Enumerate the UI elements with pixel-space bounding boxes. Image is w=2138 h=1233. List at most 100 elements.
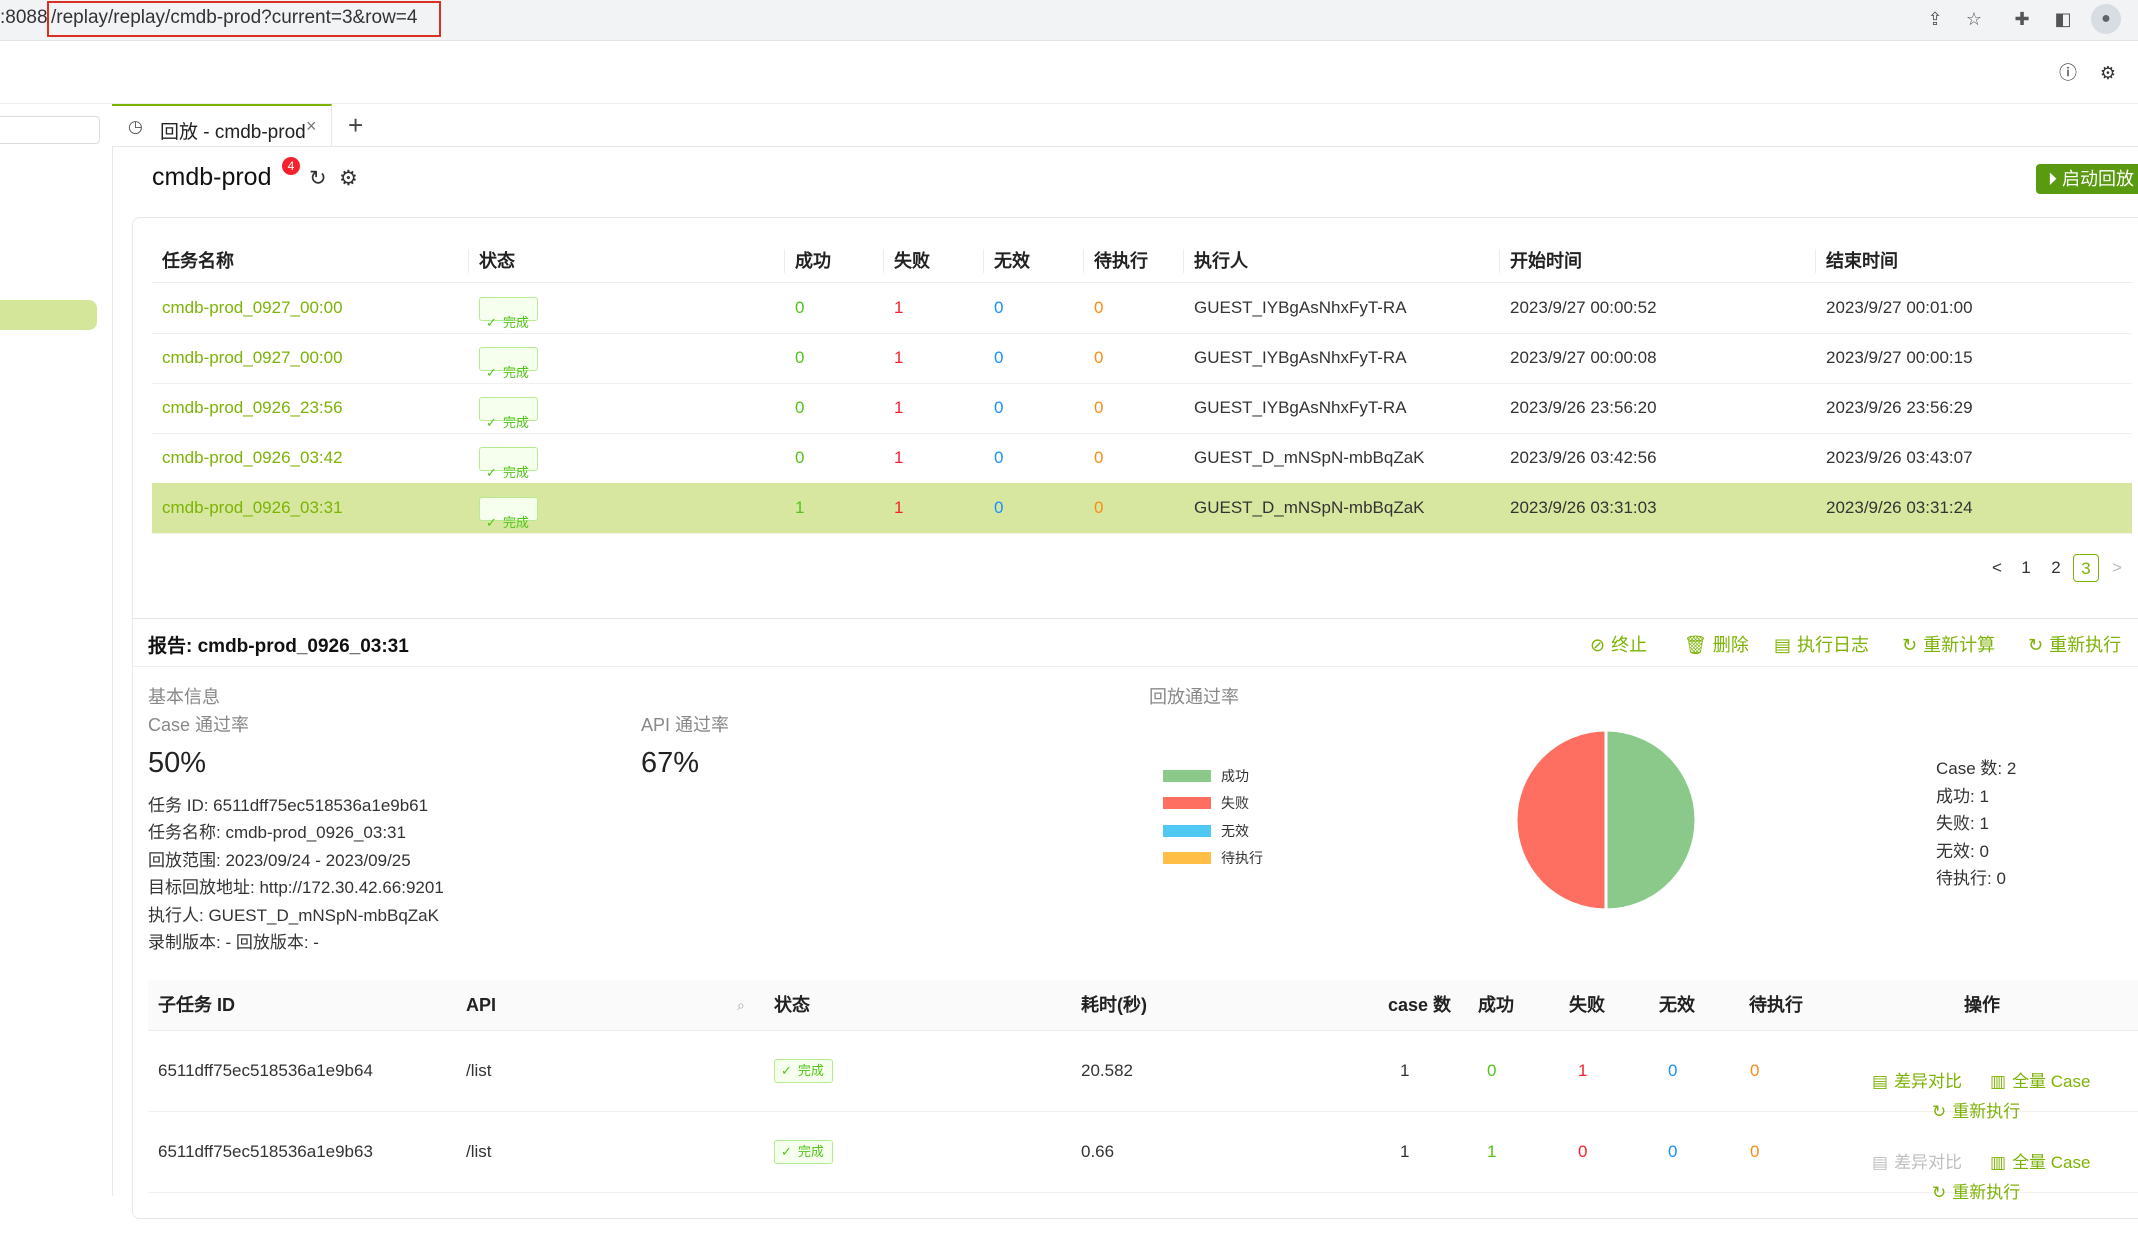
settings-gear-icon[interactable]: ⚙ (2099, 63, 2117, 83)
all-case-button[interactable]: ▥ 全量 Case (1990, 1153, 2091, 1172)
fail-count: 1 (894, 498, 904, 517)
subtask-id: 6511dff75ec518536a1e9b64 (158, 1061, 373, 1080)
pending-count: 0 (1094, 498, 1104, 517)
refresh-icon: ↻ (1932, 1102, 1947, 1121)
rerun-button[interactable]: ↻ 重新执行 (2028, 635, 2122, 655)
sidebar-search-input[interactable] (0, 116, 100, 144)
invalid-count: 0 (994, 348, 1004, 367)
pagination-prev[interactable]: < (1992, 558, 2002, 577)
status-badge: ✓ 完成 (479, 347, 538, 380)
check-circle-icon: ✓ (781, 1063, 792, 1078)
task-row[interactable]: cmdb-prod_0927_00:00 ✓ 完成 0 1 0 0 GUEST_I… (152, 283, 2132, 334)
status-badge: ✓ 完成 (479, 297, 538, 330)
pagination-page-3-current[interactable]: 3 (2073, 554, 2099, 582)
success-count: 0 (795, 348, 805, 367)
col-executor: 执行人 (1194, 251, 1248, 271)
start-replay-button[interactable]: ⏵ 启动回放 (2036, 164, 2138, 194)
report-title: 报告: cmdb-prod_0926_03:31 (148, 636, 409, 657)
start-time: 2023/9/27 00:00:08 (1510, 348, 1657, 367)
col-subtask-id: 子任务 ID (158, 995, 236, 1015)
col-status: 状态 (774, 995, 810, 1015)
sidebar-item-active[interactable] (0, 300, 97, 330)
executor: GUEST_IYBgAsNhxFyT-RA (1194, 348, 1407, 367)
divider (132, 618, 2138, 619)
pie-slice-失败 (1514, 728, 1608, 912)
tab-bar: ◷ 回放 - cmdb-prod × + (112, 104, 2138, 147)
browser-toolbar: :8088 /replay/replay/cmdb-prod?current=3… (0, 0, 2138, 41)
task-name-link[interactable]: cmdb-prod_0926_03:31 (162, 498, 343, 517)
task-row[interactable]: cmdb-prod_0927_00:00 ✓ 完成 0 1 0 0 GUEST_I… (152, 333, 2132, 384)
invalid-count: 0 (994, 298, 1004, 317)
close-icon[interactable]: × (306, 116, 317, 136)
task-row-selected[interactable]: cmdb-prod_0926_03:31 ✓ 完成 1 1 0 0 GUEST_D… (152, 483, 2132, 534)
col-end-time: 结束时间 (1826, 251, 1898, 271)
stop-icon: ⊘ (1590, 635, 1606, 655)
task-name-link[interactable]: cmdb-prod_0927_00:00 (162, 348, 343, 367)
bookmark-star-icon[interactable]: ☆ (1965, 9, 1983, 29)
refresh-icon: ↻ (2028, 635, 2044, 655)
legend-fail: 失败 (1163, 793, 1249, 813)
url-path[interactable]: /replay/replay/cmdb-prod?current=3&row=4 (51, 7, 418, 28)
pass-rate-pie-chart (1514, 728, 1698, 912)
extensions-icon[interactable]: ✚ (2014, 9, 2030, 29)
col-invalid: 无效 (1659, 995, 1695, 1015)
pending-count: 0 (1094, 398, 1104, 417)
log-icon: ▤ (1774, 635, 1792, 655)
diff-compare-button[interactable]: ▤ 差异对比 (1872, 1072, 1963, 1091)
subtask-api: /list (466, 1061, 492, 1080)
subtask-rerun-button[interactable]: ↻ 重新执行 (1932, 1183, 2021, 1202)
page-title: cmdb-prod (152, 163, 272, 191)
legend-swatch (1163, 825, 1211, 837)
task-name-link[interactable]: cmdb-prod_0926_03:42 (162, 448, 343, 467)
refresh-icon: ↻ (1932, 1183, 1947, 1202)
subtask-duration: 20.582 (1081, 1061, 1133, 1080)
executor: GUEST_IYBgAsNhxFyT-RA (1194, 398, 1407, 417)
diff-compare-button-disabled[interactable]: ▤ 差异对比 (1872, 1153, 1963, 1172)
add-tab-button[interactable]: + (348, 110, 364, 140)
start-time: 2023/9/27 00:00:52 (1510, 298, 1657, 317)
tab-replay-cmdb-prod[interactable]: ◷ 回放 - cmdb-prod × (112, 104, 332, 146)
pagination-next[interactable]: > (2112, 558, 2122, 577)
legend-success: 成功 (1163, 766, 1249, 786)
share-icon[interactable]: ⇪ (1927, 9, 1943, 29)
status-badge: ✓ 完成 (479, 397, 538, 430)
help-icon[interactable]: ⓘ (2059, 63, 2077, 83)
url-host-port[interactable]: :8088 (0, 7, 48, 28)
fail-count: 1 (894, 398, 904, 417)
pagination-page-1[interactable]: 1 (2021, 558, 2031, 577)
success-count: 0 (795, 298, 805, 317)
api-search-icon[interactable]: ⌕ (737, 997, 745, 1013)
app-settings-gear-icon[interactable]: ⚙ (339, 167, 358, 190)
profile-avatar-icon[interactable]: ● (2091, 4, 2121, 34)
col-invalid: 无效 (994, 251, 1030, 271)
col-case-count: case 数 (1388, 995, 1452, 1015)
delete-button[interactable]: 🗑 删除 (1684, 635, 1749, 655)
col-actions: 操作 (1964, 995, 2000, 1015)
recalculate-button[interactable]: ↻ 重新计算 (1902, 635, 1996, 655)
refresh-icon[interactable]: ↻ (309, 167, 327, 190)
stop-button[interactable]: ⊘ 终止 (1590, 635, 1648, 655)
subtask-rerun-button[interactable]: ↻ 重新执行 (1932, 1102, 2021, 1121)
info-task-id: 任务 ID: 6511dff75ec518536a1e9b61 (148, 796, 429, 815)
fail-count: 1 (894, 298, 904, 317)
pagination-page-2[interactable]: 2 (2051, 558, 2061, 577)
side-panel-icon[interactable]: ◧ (2054, 9, 2072, 29)
execution-log-button[interactable]: ▤ 执行日志 (1774, 635, 1870, 655)
start-time: 2023/9/26 23:56:20 (1510, 398, 1657, 417)
check-circle-icon: ✓ (486, 365, 497, 380)
task-name-link[interactable]: cmdb-prod_0927_00:00 (162, 298, 343, 317)
subtask-row[interactable]: 6511dff75ec518536a1e9b64 /list ✓ 完成 20.58… (148, 1031, 2138, 1121)
task-row[interactable]: cmdb-prod_0926_23:56 ✓ 完成 0 1 0 0 GUEST_I… (152, 383, 2132, 434)
task-name-link[interactable]: cmdb-prod_0926_23:56 (162, 398, 343, 417)
main-card (132, 217, 2138, 1219)
task-row[interactable]: cmdb-prod_0926_03:42 ✓ 完成 0 1 0 0 GUEST_D… (152, 433, 2132, 484)
stat-case-count: Case 数: 2 (1936, 759, 2017, 778)
document-icon: ▤ (1872, 1072, 1889, 1091)
info-versions: 录制版本: - 回放版本: - (148, 933, 319, 952)
info-executor: 执行人: GUEST_D_mNSpN-mbBqZaK (148, 906, 439, 925)
col-status: 状态 (479, 251, 515, 271)
file-icon: ▥ (1990, 1072, 2007, 1091)
subtask-row[interactable]: 6511dff75ec518536a1e9b63 /list ✓ 完成 0.66 … (148, 1112, 2138, 1202)
legend-pending: 待执行 (1163, 848, 1263, 868)
all-case-button[interactable]: ▥ 全量 Case (1990, 1072, 2091, 1091)
